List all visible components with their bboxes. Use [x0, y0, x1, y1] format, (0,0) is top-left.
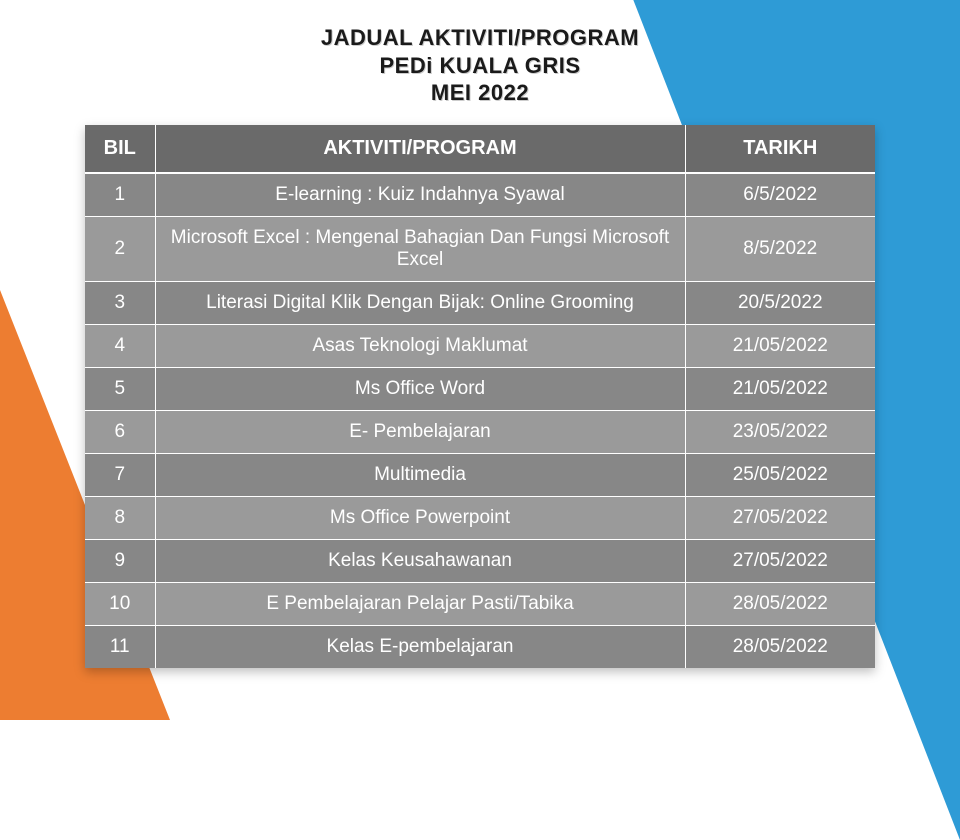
table-row: 7Multimedia25/05/2022 — [85, 453, 875, 496]
table-row: 6E- Pembelajaran23/05/2022 — [85, 410, 875, 453]
cell-tarikh: 28/05/2022 — [685, 582, 875, 625]
col-tarikh: TARIKH — [685, 125, 875, 173]
cell-aktiviti: Kelas Keusahawanan — [155, 539, 685, 582]
title-line-3: MEI 2022 — [0, 79, 960, 107]
cell-tarikh: 25/05/2022 — [685, 453, 875, 496]
cell-bil: 10 — [85, 582, 155, 625]
table-row: 3Literasi Digital Klik Dengan Bijak: Onl… — [85, 281, 875, 324]
cell-aktiviti: Literasi Digital Klik Dengan Bijak: Onli… — [155, 281, 685, 324]
table-row: 11Kelas E-pembelajaran28/05/2022 — [85, 625, 875, 668]
table-row: 2Microsoft Excel : Mengenal Bahagian Dan… — [85, 216, 875, 281]
col-bil: BIL — [85, 125, 155, 173]
cell-aktiviti: E-learning : Kuiz Indahnya Syawal — [155, 173, 685, 217]
cell-aktiviti: Asas Teknologi Maklumat — [155, 324, 685, 367]
title-line-2: PEDi KUALA GRIS — [0, 52, 960, 80]
cell-bil: 8 — [85, 496, 155, 539]
cell-aktiviti: Microsoft Excel : Mengenal Bahagian Dan … — [155, 216, 685, 281]
cell-aktiviti: Kelas E-pembelajaran — [155, 625, 685, 668]
cell-tarikh: 27/05/2022 — [685, 539, 875, 582]
table-row: 10E Pembelajaran Pelajar Pasti/Tabika28/… — [85, 582, 875, 625]
cell-tarikh: 6/5/2022 — [685, 173, 875, 217]
cell-tarikh: 23/05/2022 — [685, 410, 875, 453]
cell-tarikh: 20/5/2022 — [685, 281, 875, 324]
col-aktiviti: AKTIVITI/PROGRAM — [155, 125, 685, 173]
cell-bil: 6 — [85, 410, 155, 453]
table-body: 1E-learning : Kuiz Indahnya Syawal6/5/20… — [85, 173, 875, 668]
cell-tarikh: 28/05/2022 — [685, 625, 875, 668]
table-header-row: BIL AKTIVITI/PROGRAM TARIKH — [85, 125, 875, 173]
page-title: JADUAL AKTIVITI/PROGRAM PEDi KUALA GRIS … — [0, 0, 960, 107]
schedule-table: BIL AKTIVITI/PROGRAM TARIKH 1E-learning … — [85, 125, 875, 668]
title-line-1: JADUAL AKTIVITI/PROGRAM — [0, 24, 960, 52]
cell-tarikh: 8/5/2022 — [685, 216, 875, 281]
cell-bil: 1 — [85, 173, 155, 217]
schedule-table-wrap: BIL AKTIVITI/PROGRAM TARIKH 1E-learning … — [85, 125, 875, 668]
cell-aktiviti: Ms Office Powerpoint — [155, 496, 685, 539]
cell-bil: 5 — [85, 367, 155, 410]
cell-tarikh: 21/05/2022 — [685, 324, 875, 367]
cell-aktiviti: Multimedia — [155, 453, 685, 496]
cell-aktiviti: E Pembelajaran Pelajar Pasti/Tabika — [155, 582, 685, 625]
cell-tarikh: 21/05/2022 — [685, 367, 875, 410]
cell-bil: 7 — [85, 453, 155, 496]
cell-bil: 2 — [85, 216, 155, 281]
cell-bil: 11 — [85, 625, 155, 668]
table-row: 1E-learning : Kuiz Indahnya Syawal6/5/20… — [85, 173, 875, 217]
cell-bil: 4 — [85, 324, 155, 367]
cell-aktiviti: Ms Office Word — [155, 367, 685, 410]
table-row: 9Kelas Keusahawanan27/05/2022 — [85, 539, 875, 582]
cell-bil: 9 — [85, 539, 155, 582]
cell-tarikh: 27/05/2022 — [685, 496, 875, 539]
table-row: 5Ms Office Word21/05/2022 — [85, 367, 875, 410]
table-row: 4Asas Teknologi Maklumat21/05/2022 — [85, 324, 875, 367]
table-row: 8Ms Office Powerpoint27/05/2022 — [85, 496, 875, 539]
cell-bil: 3 — [85, 281, 155, 324]
cell-aktiviti: E- Pembelajaran — [155, 410, 685, 453]
